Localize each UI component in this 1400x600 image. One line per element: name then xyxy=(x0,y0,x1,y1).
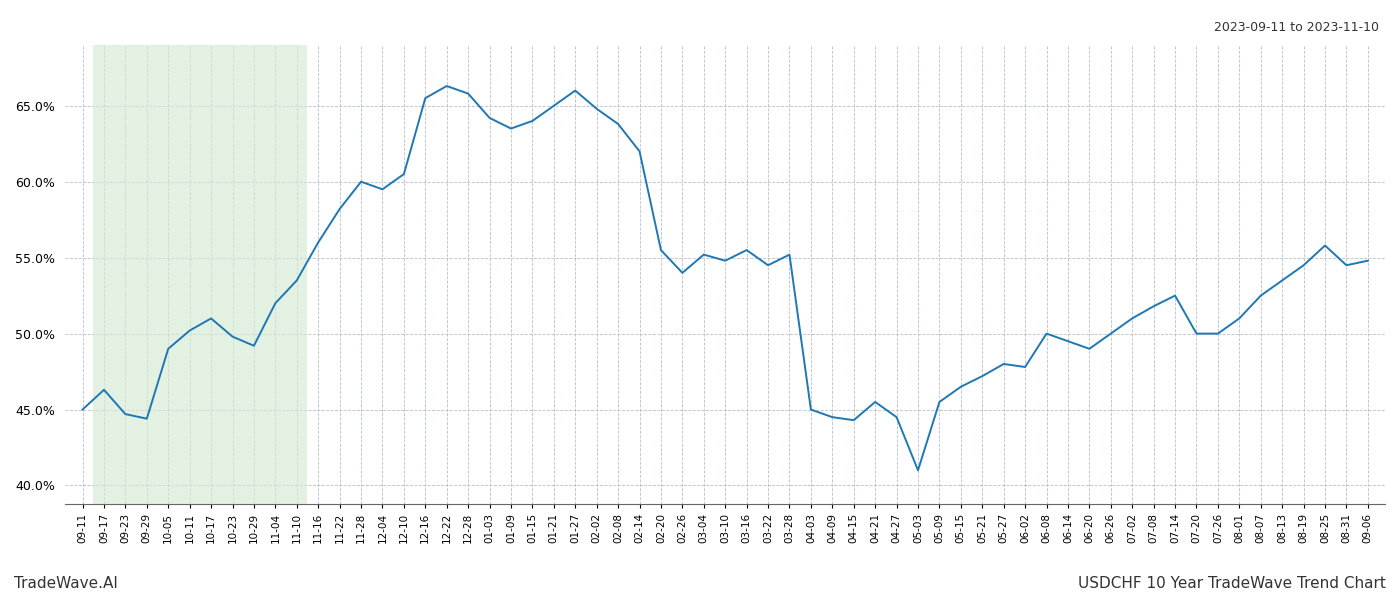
Text: 2023-09-11 to 2023-11-10: 2023-09-11 to 2023-11-10 xyxy=(1214,21,1379,34)
Bar xyxy=(94,45,308,504)
Text: TradeWave.AI: TradeWave.AI xyxy=(14,576,118,591)
Text: USDCHF 10 Year TradeWave Trend Chart: USDCHF 10 Year TradeWave Trend Chart xyxy=(1078,576,1386,591)
